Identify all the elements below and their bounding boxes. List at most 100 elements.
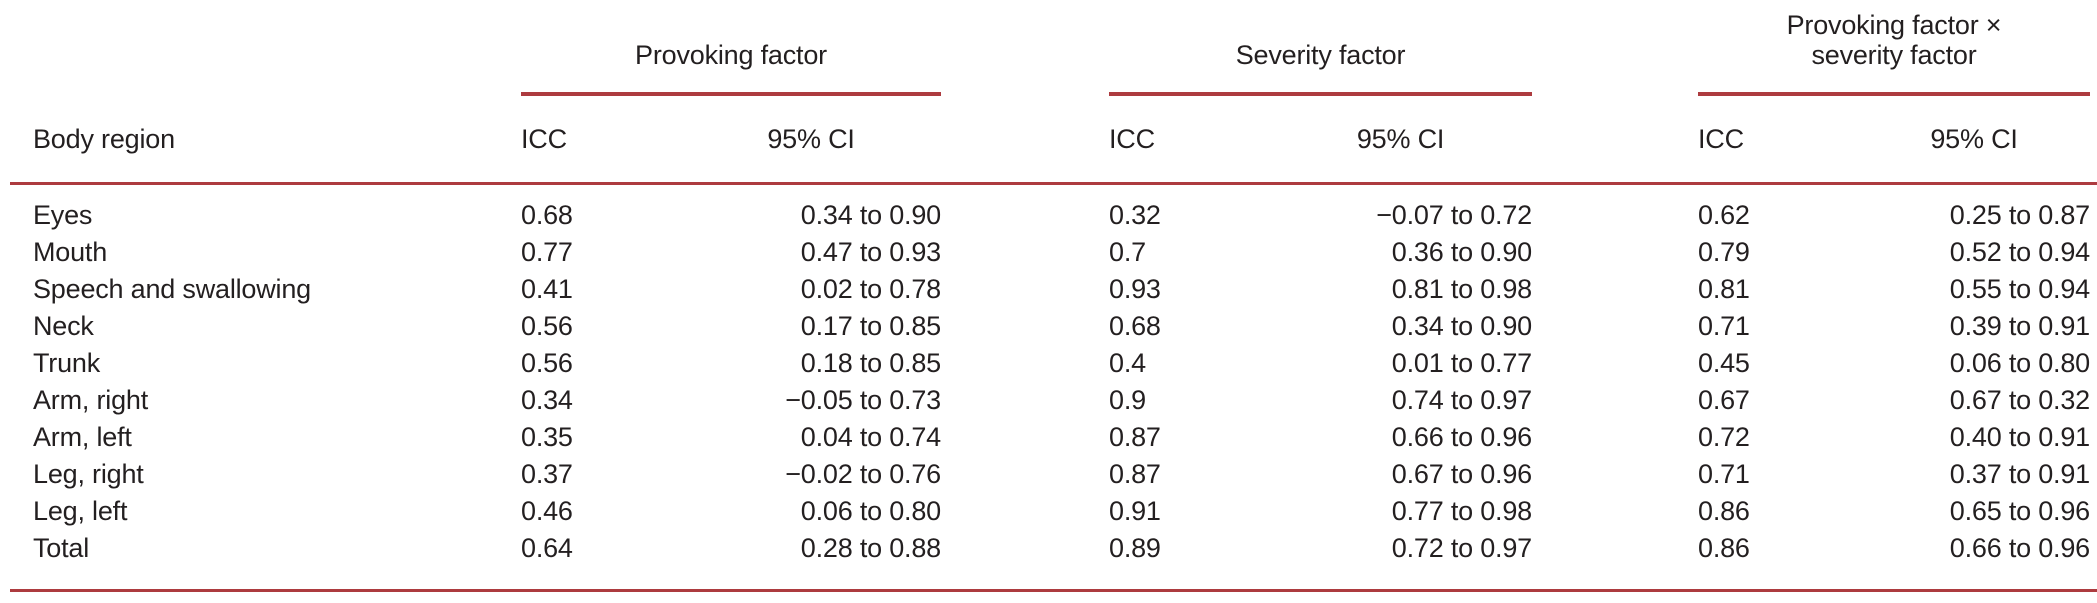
icc-value: 0.81 — [1698, 274, 1750, 304]
region-cell: Arm, right — [33, 385, 149, 415]
group-header-severity-factor: Severity factor — [1109, 0, 1532, 96]
icc-value: 0.86 — [1698, 496, 1750, 526]
region-cell: Arm, left — [33, 422, 132, 452]
column-header-icc-2: ICC — [1109, 123, 1155, 154]
region-cell: Speech and swallowing — [33, 274, 311, 304]
ci-value: 0.34 to 0.90 — [800, 200, 941, 230]
icc-value: 0.41 — [521, 274, 573, 304]
ci-value: 0.36 to 0.90 — [1391, 237, 1532, 267]
region-column-spacer — [33, 0, 521, 96]
icc-value: 0.68 — [521, 200, 573, 230]
icc-value: 0.62 — [1698, 200, 1750, 230]
icc-value: 0.56 — [521, 311, 573, 341]
table-row: Arm, left 0.35 0.04 to 0.74 0.87 0.66 to… — [33, 419, 2090, 456]
table-body: Eyes 0.68 0.34 to 0.90 0.32 −0.07 to 0.7… — [33, 185, 2090, 567]
table-row: Leg, left 0.46 0.06 to 0.80 0.91 0.77 to… — [33, 493, 2090, 530]
icc-value: 0.91 — [1109, 496, 1161, 526]
table-row: Leg, right 0.37 −0.02 to 0.76 0.87 0.67 … — [33, 456, 2090, 493]
ci-value: 0.65 to 0.96 — [1949, 496, 2090, 526]
icc-value: 0.7 — [1109, 237, 1146, 267]
icc-value: 0.87 — [1109, 459, 1161, 489]
ci-value: 0.28 to 0.88 — [800, 533, 941, 563]
region-cell: Trunk — [33, 348, 101, 378]
icc-value: 0.56 — [521, 348, 573, 378]
table-row: Speech and swallowing 0.41 0.02 to 0.78 … — [33, 271, 2090, 308]
ci-value: 0.47 to 0.93 — [800, 237, 941, 267]
column-header-ci-3: 95% CI — [1930, 123, 2018, 154]
ci-value: 0.25 to 0.87 — [1949, 200, 2090, 230]
icc-value: 0.87 — [1109, 422, 1161, 452]
icc-value: 0.4 — [1109, 348, 1146, 378]
region-cell: Total — [33, 533, 90, 563]
ci-value: 0.18 to 0.85 — [800, 348, 941, 378]
ci-value: 0.66 to 0.96 — [1949, 533, 2090, 563]
ci-value: 0.77 to 0.98 — [1391, 496, 1532, 526]
ci-value: −0.05 to 0.73 — [785, 385, 941, 415]
table-row: Eyes 0.68 0.34 to 0.90 0.32 −0.07 to 0.7… — [33, 197, 2090, 234]
ci-value: 0.39 to 0.91 — [1949, 311, 2090, 341]
ci-value: 0.40 to 0.91 — [1949, 422, 2090, 452]
icc-value: 0.93 — [1109, 274, 1161, 304]
icc-value: 0.64 — [521, 533, 573, 563]
ci-value: −0.07 to 0.72 — [1376, 200, 1532, 230]
region-cell: Mouth — [33, 237, 108, 267]
icc-value: 0.35 — [521, 422, 573, 452]
table-row: Mouth 0.77 0.47 to 0.93 0.7 0.36 to 0.90… — [33, 234, 2090, 271]
group-header-provoking-factor: Provoking factor — [521, 0, 941, 96]
ci-value: 0.37 to 0.91 — [1949, 459, 2090, 489]
ci-value: 0.67 to 0.32 — [1949, 385, 2090, 415]
ci-value: 0.81 to 0.98 — [1391, 274, 1532, 304]
icc-value: 0.79 — [1698, 237, 1750, 267]
ci-value: 0.55 to 0.94 — [1949, 274, 2090, 304]
ci-value: 0.17 to 0.85 — [800, 311, 941, 341]
ci-value: 0.66 to 0.96 — [1391, 422, 1532, 452]
header-rule — [10, 182, 2097, 185]
icc-value: 0.86 — [1698, 533, 1750, 563]
ci-value: 0.74 to 0.97 — [1391, 385, 1532, 415]
icc-value: 0.89 — [1109, 533, 1161, 563]
icc-value: 0.77 — [521, 237, 573, 267]
icc-value: 0.45 — [1698, 348, 1750, 378]
icc-value: 0.32 — [1109, 200, 1161, 230]
column-header-icc-3: ICC — [1698, 123, 1744, 154]
column-header-icc-1: ICC — [521, 123, 567, 154]
icc-value: 0.71 — [1698, 311, 1750, 341]
icc-value: 0.68 — [1109, 311, 1161, 341]
ci-value: −0.02 to 0.76 — [785, 459, 941, 489]
ci-value: 0.01 to 0.77 — [1391, 348, 1532, 378]
column-header-ci-1: 95% CI — [767, 123, 855, 154]
table-subheader-row: Body region ICC 95% CI ICC 95% CI ICC 95… — [33, 96, 2090, 182]
icc-value: 0.46 — [521, 496, 573, 526]
icc-table: Provoking factor Severity factor Provoki… — [33, 0, 2090, 182]
column-gap — [941, 0, 1109, 96]
ci-value: 0.52 to 0.94 — [1949, 237, 2090, 267]
column-gap — [1532, 0, 1698, 96]
region-cell: Eyes — [33, 200, 93, 230]
group-header-provoking-x-severity: Provoking factor × severity factor — [1698, 0, 2090, 96]
icc-value: 0.37 — [521, 459, 573, 489]
region-cell: Neck — [33, 311, 94, 341]
ci-value: 0.02 to 0.78 — [800, 274, 941, 304]
icc-value: 0.71 — [1698, 459, 1750, 489]
region-cell: Leg, left — [33, 496, 128, 526]
table-row: Arm, right 0.34 −0.05 to 0.73 0.9 0.74 t… — [33, 382, 2090, 419]
icc-value: 0.67 — [1698, 385, 1750, 415]
ci-value: 0.06 to 0.80 — [1949, 348, 2090, 378]
ci-value: 0.72 to 0.97 — [1391, 533, 1532, 563]
table-row: Neck 0.56 0.17 to 0.85 0.68 0.34 to 0.90… — [33, 308, 2090, 345]
bottom-rule — [10, 589, 2097, 592]
region-cell: Leg, right — [33, 459, 144, 489]
icc-value: 0.72 — [1698, 422, 1750, 452]
ci-value: 0.34 to 0.90 — [1391, 311, 1532, 341]
ci-value: 0.06 to 0.80 — [800, 496, 941, 526]
column-header-ci-2: 95% CI — [1356, 123, 1445, 154]
ci-value: 0.04 to 0.74 — [800, 422, 941, 452]
table-row: Trunk 0.56 0.18 to 0.85 0.4 0.01 to 0.77… — [33, 345, 2090, 382]
table-group-header-row: Provoking factor Severity factor Provoki… — [33, 0, 2090, 96]
column-header-body-region: Body region — [33, 123, 175, 154]
table-row: Total 0.64 0.28 to 0.88 0.89 0.72 to 0.9… — [33, 530, 2090, 567]
icc-value: 0.34 — [521, 385, 573, 415]
icc-value: 0.9 — [1109, 385, 1146, 415]
ci-value: 0.67 to 0.96 — [1391, 459, 1532, 489]
